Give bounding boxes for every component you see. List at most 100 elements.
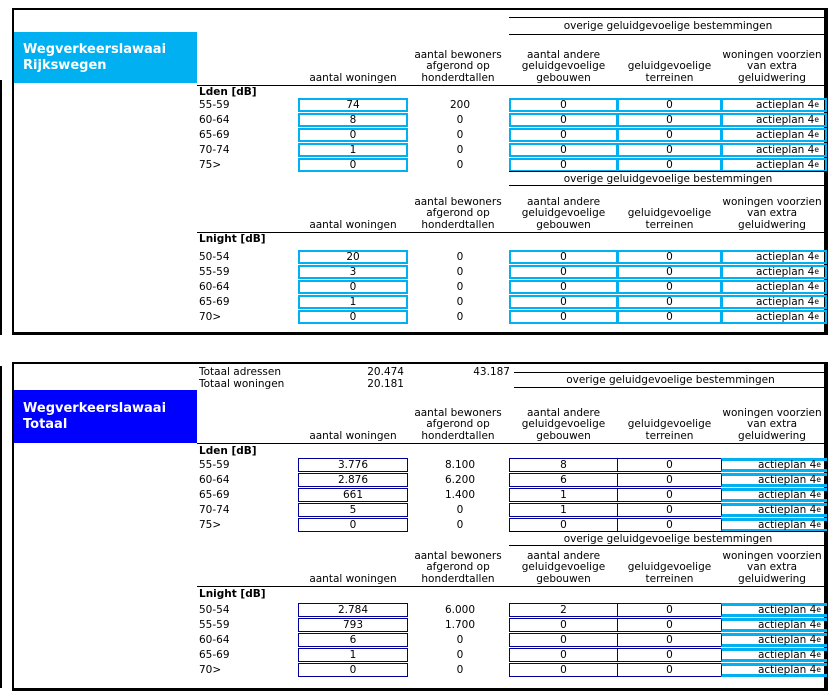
col-header-aantal-woningen: aantal woningen xyxy=(309,572,397,585)
db-range-label: 70-74 xyxy=(199,143,230,156)
aantal-bewoners-cell: 1.400 xyxy=(444,488,476,501)
page-edge-artifact xyxy=(0,366,2,688)
aantal-bewoners-cell: 0 xyxy=(456,503,464,516)
gebouwen-cell: 0 xyxy=(509,517,618,532)
aantal-woningen-cell: 3.776 xyxy=(298,457,408,472)
terreinen-cell: 0 xyxy=(617,127,722,142)
aantal-bewoners-cell: 0 xyxy=(456,295,464,308)
actieplan-text: actieplan 4 xyxy=(757,518,817,531)
aantal-bewoners-cell: 200 xyxy=(449,98,471,111)
gebouwen-cell: 0 xyxy=(509,279,618,294)
actieplan-superscript: e xyxy=(814,266,819,276)
db-range-label: 50-54 xyxy=(199,603,230,616)
actieplan-text: actieplan 4 xyxy=(755,98,815,111)
db-range-label: 55-59 xyxy=(199,458,230,471)
aantal-bewoners-cell: 0 xyxy=(456,128,464,141)
totaal-adressen-woningen: 20.474 xyxy=(367,366,404,378)
gebouwen-cell: 8 xyxy=(509,457,618,472)
terreinen-cell: 0 xyxy=(617,142,722,157)
actieplan-text: actieplan 4 xyxy=(757,663,817,676)
terreinen-cell: 0 xyxy=(617,157,722,172)
aantal-woningen-cell: 0 xyxy=(298,127,408,142)
col-header-aantal-woningen: aantal woningen xyxy=(309,218,397,231)
gebouwen-cell: 1 xyxy=(509,487,618,502)
header-underline xyxy=(197,586,827,587)
aantal-bewoners-cell: 0 xyxy=(456,648,464,661)
aantal-bewoners-cell: 0 xyxy=(456,633,464,646)
actieplan-text: actieplan 4 xyxy=(757,618,817,631)
actieplan-superscript: e xyxy=(814,251,819,261)
db-range-label: 50-54 xyxy=(199,250,230,263)
terreinen-cell: 0 xyxy=(617,264,722,279)
aantal-woningen-cell: 1 xyxy=(298,142,408,157)
db-range-label: 60-64 xyxy=(199,633,230,646)
gebouwen-cell: 0 xyxy=(509,127,618,142)
terreinen-cell: 0 xyxy=(617,249,722,264)
col-header-gebouwen: aantal andere geluidgevoelige gebouwen xyxy=(521,195,606,231)
aantal-woningen-cell: 2.876 xyxy=(298,472,408,487)
col-header-aantal-bewoners: aantal bewoners afgerond op honderdtalle… xyxy=(414,48,502,84)
actieplan-superscript: e xyxy=(816,619,821,629)
actieplan-superscript: e xyxy=(816,604,821,614)
terreinen-cell: 0 xyxy=(617,112,722,127)
header-underline xyxy=(197,443,827,444)
page-edge-artifact xyxy=(0,80,2,335)
col-header-geluidwering: woningen voorzien van extra geluidwering xyxy=(722,195,822,231)
col-header-terreinen: geluidgevoelige terreinen xyxy=(627,60,712,84)
actieplan-superscript: e xyxy=(816,664,821,674)
terreinen-cell: 0 xyxy=(617,294,722,309)
actieplan-superscript: e xyxy=(816,504,821,514)
aantal-woningen-cell: 0 xyxy=(298,517,408,532)
actieplan-text: actieplan 4 xyxy=(755,310,815,323)
aantal-bewoners-cell: 8.100 xyxy=(444,458,476,471)
terreinen-cell: 0 xyxy=(617,647,722,662)
terreinen-cell: 0 xyxy=(617,472,722,487)
aantal-woningen-cell: 74 xyxy=(298,97,408,112)
col-header-terreinen: geluidgevoelige terreinen xyxy=(627,418,712,442)
actieplan-superscript: e xyxy=(814,281,819,291)
actieplan-text: actieplan 4 xyxy=(757,648,817,661)
gebouwen-cell: 0 xyxy=(509,647,618,662)
terreinen-cell: 0 xyxy=(617,632,722,647)
actieplan-superscript: e xyxy=(814,114,819,124)
table-label-lden: Lden [dB] xyxy=(199,86,257,98)
aantal-woningen-cell: 1 xyxy=(298,294,408,309)
table-label-lden: Lden [dB] xyxy=(199,445,257,457)
col-header-aantal-bewoners: aantal bewoners afgerond op honderdtalle… xyxy=(414,549,502,585)
db-range-label: 75> xyxy=(199,518,222,531)
aantal-bewoners-cell: 6.000 xyxy=(444,603,476,616)
actieplan-superscript: e xyxy=(816,489,821,499)
aantal-bewoners-cell: 0 xyxy=(456,280,464,293)
actieplan-text: actieplan 4 xyxy=(757,458,817,471)
aantal-bewoners-cell: 0 xyxy=(456,265,464,278)
actieplan-text: actieplan 4 xyxy=(757,473,817,486)
aantal-woningen-cell: 1 xyxy=(298,647,408,662)
actieplan-text: actieplan 4 xyxy=(755,265,815,278)
terreinen-cell: 0 xyxy=(617,309,722,324)
db-range-label: 55-59 xyxy=(199,98,230,111)
col-header-gebouwen: aantal andere geluidgevoelige gebouwen xyxy=(521,549,606,585)
db-range-label: 60-64 xyxy=(199,280,230,293)
